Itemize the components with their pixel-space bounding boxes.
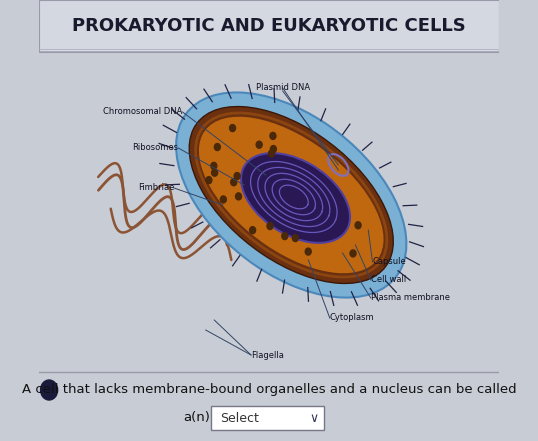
Circle shape xyxy=(234,172,240,179)
Text: Ribosomes: Ribosomes xyxy=(132,143,178,153)
Circle shape xyxy=(292,235,299,242)
Circle shape xyxy=(221,196,226,203)
Ellipse shape xyxy=(241,153,350,243)
Circle shape xyxy=(211,162,217,169)
Text: a(n): a(n) xyxy=(183,411,210,425)
Ellipse shape xyxy=(199,117,384,273)
Circle shape xyxy=(282,232,288,239)
Circle shape xyxy=(211,169,217,176)
Circle shape xyxy=(250,227,256,234)
Text: Fimbriae: Fimbriae xyxy=(138,183,174,193)
Ellipse shape xyxy=(176,93,406,298)
Text: Cell wall: Cell wall xyxy=(371,276,406,284)
Circle shape xyxy=(40,380,58,400)
Circle shape xyxy=(231,179,237,186)
Circle shape xyxy=(214,143,221,150)
Text: Plasmid DNA: Plasmid DNA xyxy=(256,83,310,93)
Text: Flagella: Flagella xyxy=(251,351,284,359)
Text: Select: Select xyxy=(220,411,259,425)
Circle shape xyxy=(268,150,274,157)
Circle shape xyxy=(271,146,277,153)
Text: A cell that lacks membrane-bound organelles and a nucleus can be called: A cell that lacks membrane-bound organel… xyxy=(22,384,516,396)
Text: PROKARYOTIC AND EUKARYOTIC CELLS: PROKARYOTIC AND EUKARYOTIC CELLS xyxy=(72,17,466,35)
Text: Capsule: Capsule xyxy=(372,258,406,266)
Circle shape xyxy=(206,177,212,183)
Circle shape xyxy=(305,248,311,255)
Text: Chromosomal DNA: Chromosomal DNA xyxy=(103,108,182,116)
Text: Plasma membrane: Plasma membrane xyxy=(371,294,450,303)
Bar xyxy=(39,0,499,52)
Circle shape xyxy=(355,222,361,229)
Text: ∨: ∨ xyxy=(310,411,319,425)
Circle shape xyxy=(230,124,236,131)
Circle shape xyxy=(267,223,273,229)
Circle shape xyxy=(236,193,242,200)
Circle shape xyxy=(270,132,276,139)
Ellipse shape xyxy=(189,107,393,284)
Text: Cytoplasm: Cytoplasm xyxy=(330,314,374,322)
Circle shape xyxy=(350,250,356,257)
Circle shape xyxy=(256,141,262,148)
FancyBboxPatch shape xyxy=(211,406,324,430)
